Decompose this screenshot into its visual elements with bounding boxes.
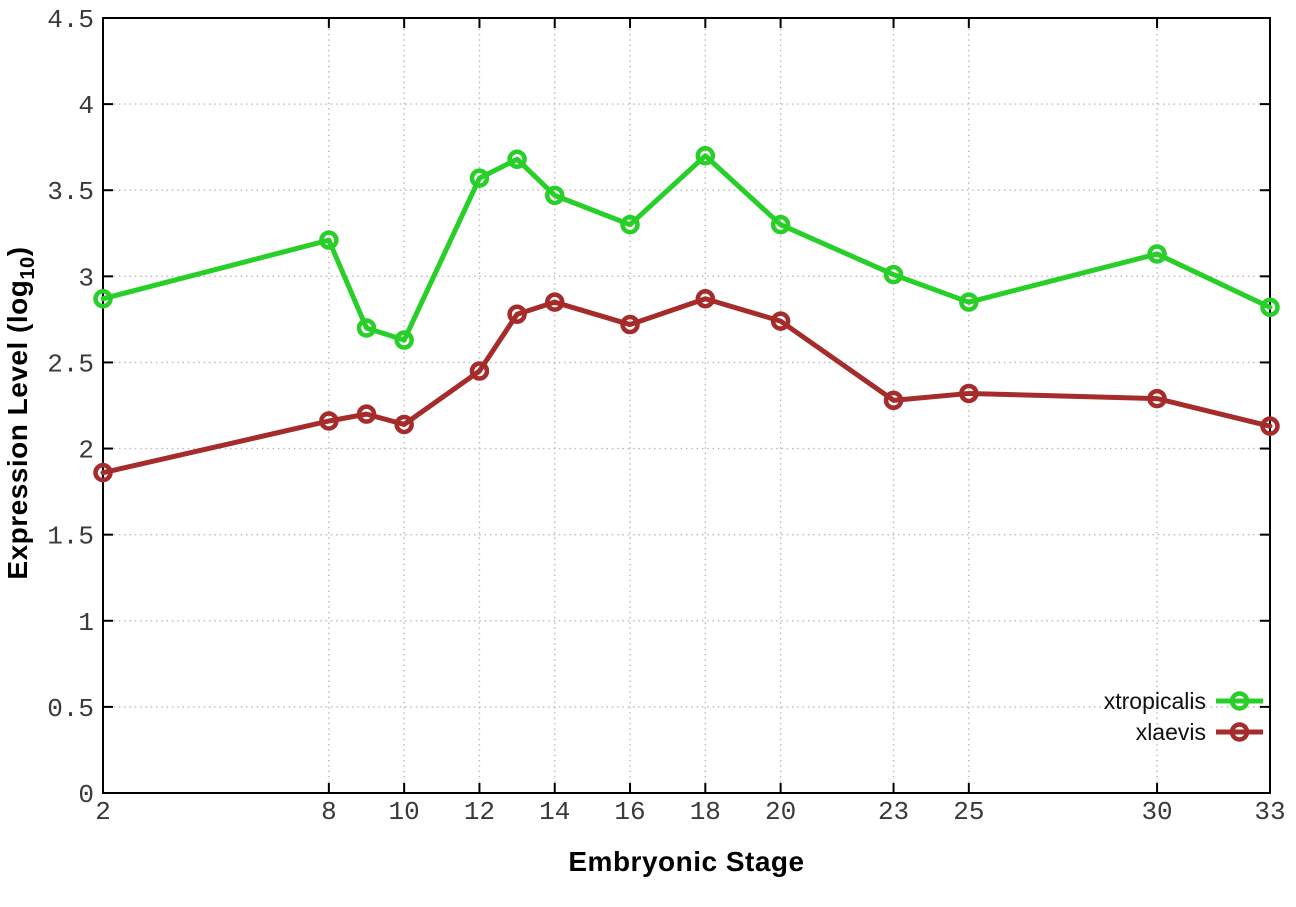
data-point-xlaevis: [959, 383, 979, 404]
legend-marker-xlaevis: [1229, 722, 1250, 742]
data-point-xlaevis: [469, 361, 490, 381]
x-tick-label: 14: [539, 797, 570, 827]
x-tick-label: 33: [1254, 797, 1285, 827]
data-point-xlaevis: [695, 288, 716, 309]
y-tick-label: 3: [78, 263, 94, 293]
y-axis-label: Expression Level (log10): [2, 246, 40, 579]
data-point-xtropicalis: [959, 292, 979, 312]
data-point-xtropicalis: [883, 264, 904, 285]
x-tick-label: 16: [614, 797, 645, 827]
x-tick-label: 10: [389, 797, 420, 827]
x-tick-label: 8: [321, 797, 337, 827]
data-point-xlaevis: [620, 314, 640, 335]
data-point-xtropicalis: [93, 288, 113, 309]
legend-label-xtropicalis: xtropicalis: [1104, 688, 1206, 714]
series-line-xlaevis: [100, 296, 1273, 476]
data-point-xtropicalis: [507, 149, 527, 169]
data-point-xlaevis: [544, 292, 565, 312]
legend-label-xlaevis: xlaevis: [1136, 719, 1206, 745]
data-point-xlaevis: [394, 414, 414, 435]
y-tick-label: 1.5: [47, 522, 94, 552]
y-tick-label: 3.5: [47, 177, 94, 207]
legend-marker-xtropicalis: [1229, 691, 1250, 711]
x-tick-label: 25: [953, 797, 984, 827]
data-point-xlaevis: [770, 311, 791, 331]
y-tick-label: 1: [78, 608, 94, 638]
data-point-xtropicalis: [394, 330, 414, 350]
data-point-xtropicalis: [356, 318, 377, 338]
x-tick-label: 12: [464, 797, 495, 827]
plot-frame: [102, 17, 1271, 794]
x-tick-label: 23: [878, 797, 909, 827]
data-point-xtropicalis: [544, 185, 565, 206]
data-point-xtropicalis: [620, 214, 640, 235]
y-tick-label: 2: [78, 436, 94, 466]
y-axis-label-suffix: ): [2, 246, 34, 257]
x-tick-label: 2: [95, 797, 111, 827]
data-point-xtropicalis: [1147, 244, 1167, 264]
data-point-xlaevis: [356, 404, 377, 424]
data-point-xlaevis: [1147, 388, 1167, 409]
x-axis-label: Embryonic Stage: [103, 846, 1270, 878]
x-axis-label-text: Embryonic Stage: [568, 846, 805, 877]
y-tick-label: 4.5: [47, 5, 94, 35]
data-point-xtropicalis: [770, 214, 791, 235]
data-point-xlaevis: [319, 411, 339, 431]
data-point-xlaevis: [1260, 416, 1280, 436]
x-tick-label: 20: [765, 797, 796, 827]
y-axis-label-prefix: Expression Level (log: [2, 279, 34, 580]
x-tick-label: 18: [690, 797, 721, 827]
y-tick-label: 0: [78, 780, 94, 810]
data-point-xlaevis: [883, 390, 904, 411]
y-axis-label-subscript: 10: [16, 256, 39, 280]
data-point-xtropicalis: [469, 168, 490, 188]
data-point-xlaevis: [507, 304, 527, 324]
data-point-xtropicalis: [1260, 297, 1280, 318]
y-tick-label: 2.5: [47, 349, 94, 379]
series-line-xtropicalis: [100, 153, 1273, 343]
data-point-xlaevis: [93, 462, 113, 483]
data-point-xtropicalis: [695, 146, 716, 166]
data-point-xtropicalis: [319, 230, 339, 250]
x-tick-label: 30: [1141, 797, 1172, 827]
y-tick-label: 4: [78, 91, 94, 121]
y-tick-label: 0.5: [47, 694, 94, 724]
